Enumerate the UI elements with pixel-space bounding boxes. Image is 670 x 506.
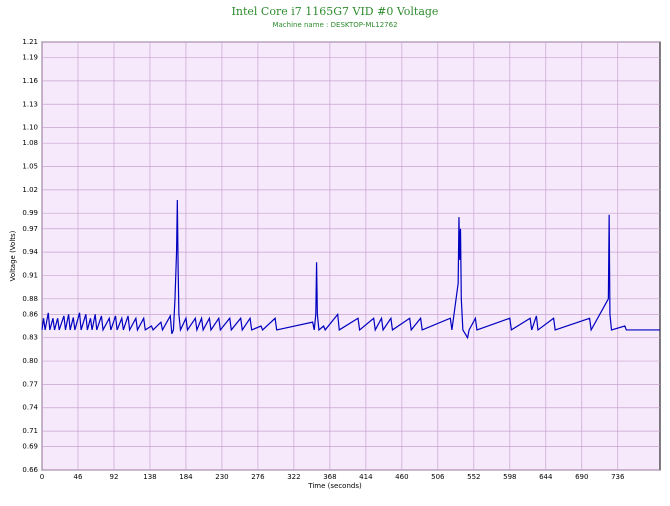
y-tick-label: 0.86 bbox=[22, 310, 38, 318]
y-tick-label: 0.80 bbox=[22, 357, 38, 365]
x-tick-label: 368 bbox=[323, 473, 336, 481]
y-tick-label: 0.88 bbox=[22, 295, 38, 303]
x-axis-label: Time (seconds) bbox=[307, 482, 362, 490]
y-tick-label: 0.99 bbox=[22, 209, 38, 217]
chart-title: Intel Core i7 1165G7 VID #0 Voltage bbox=[232, 5, 439, 18]
y-tick-label: 0.71 bbox=[22, 427, 38, 435]
x-tick-label: 414 bbox=[359, 473, 373, 481]
y-tick-label: 1.08 bbox=[22, 139, 38, 147]
y-tick-label: 0.94 bbox=[22, 248, 38, 256]
y-tick-label: 1.21 bbox=[22, 38, 38, 46]
y-tick-label: 1.16 bbox=[22, 77, 38, 85]
x-tick-label: 506 bbox=[431, 473, 445, 481]
y-tick-label: 1.19 bbox=[22, 54, 38, 62]
chart-subtitle: Machine name : DESKTOP-ML12762 bbox=[272, 21, 397, 29]
y-tick-label: 1.13 bbox=[22, 100, 38, 108]
x-tick-label: 552 bbox=[467, 473, 480, 481]
y-tick-label: 1.02 bbox=[22, 186, 38, 194]
x-tick-label: 460 bbox=[395, 473, 408, 481]
y-tick-label: 0.69 bbox=[22, 443, 38, 451]
x-tick-label: 322 bbox=[287, 473, 300, 481]
y-tick-label: 1.05 bbox=[22, 163, 38, 171]
y-tick-label: 0.97 bbox=[22, 225, 38, 233]
y-tick-label: 0.77 bbox=[22, 380, 38, 388]
x-tick-label: 0 bbox=[40, 473, 44, 481]
x-tick-label: 46 bbox=[74, 473, 83, 481]
data-line bbox=[41, 199, 660, 340]
x-tick-label: 598 bbox=[503, 473, 516, 481]
y-tick-label: 1.10 bbox=[22, 124, 38, 132]
y-axis-label: Voltage (Volts) bbox=[9, 230, 17, 281]
x-tick-label: 184 bbox=[179, 473, 193, 481]
y-tick-label: 0.66 bbox=[22, 466, 38, 474]
x-tick-label: 276 bbox=[251, 473, 265, 481]
x-tick-label: 138 bbox=[143, 473, 156, 481]
x-tick-label: 92 bbox=[110, 473, 119, 481]
plot-area bbox=[41, 41, 661, 471]
x-tick-label: 690 bbox=[575, 473, 588, 481]
y-tick-label: 0.91 bbox=[22, 271, 38, 279]
x-tick-label: 230 bbox=[215, 473, 228, 481]
x-tick-label: 736 bbox=[611, 473, 625, 481]
x-tick-label: 644 bbox=[539, 473, 553, 481]
y-tick-label: 0.83 bbox=[22, 334, 38, 342]
y-tick-label: 0.74 bbox=[22, 404, 38, 412]
